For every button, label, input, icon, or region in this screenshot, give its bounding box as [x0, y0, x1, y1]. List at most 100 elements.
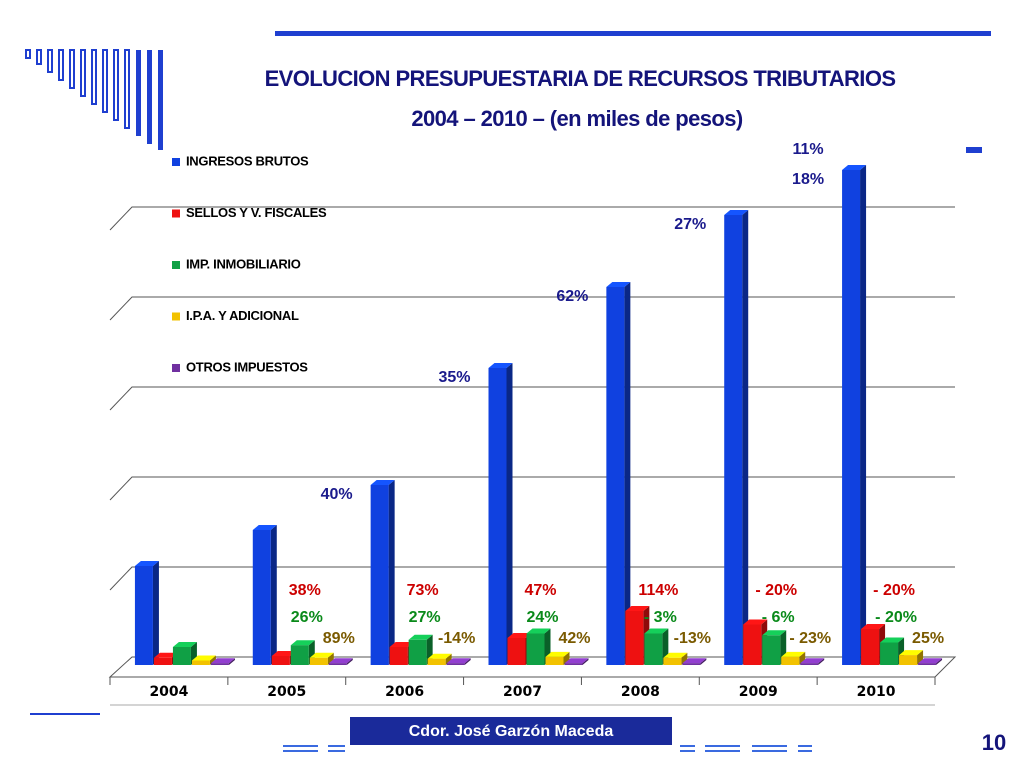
- bar-top: [446, 658, 471, 664]
- bar-side: [624, 282, 631, 665]
- legend-swatch: [172, 312, 180, 321]
- legend-label: SELLOS Y V. FISCALES: [186, 205, 327, 220]
- bar: [252, 530, 271, 665]
- bar: [172, 647, 191, 665]
- bar-top: [389, 642, 414, 647]
- legend-label: IMP. INMOBILIARIO: [186, 256, 301, 271]
- growth-label: 18%: [792, 171, 824, 188]
- growth-label: - 3%: [644, 609, 677, 626]
- bar: [408, 639, 427, 665]
- legend-swatch: [172, 261, 180, 269]
- bar: [918, 663, 937, 665]
- bar: [389, 647, 408, 665]
- bar-side: [445, 653, 452, 665]
- bar-top: [880, 637, 905, 643]
- bar-top: [507, 633, 532, 638]
- bar-top: [724, 210, 749, 215]
- bar-top: [271, 651, 296, 656]
- growth-label: 42%: [558, 630, 590, 647]
- x-tick-label: 2005: [267, 684, 306, 700]
- bar-side: [209, 655, 216, 665]
- growth-label: - 20%: [875, 609, 917, 626]
- bar-top: [526, 628, 551, 634]
- bar-top: [644, 628, 669, 634]
- legend-label: INGRESOS BRUTOS: [186, 153, 309, 168]
- bar: [842, 170, 861, 665]
- growth-label: - 23%: [789, 630, 831, 647]
- growth-label: 11%: [793, 141, 824, 158]
- growth-label: 25%: [912, 630, 944, 647]
- bar-side: [506, 363, 513, 665]
- bar-top: [861, 624, 886, 629]
- legend-swatch: [172, 209, 180, 218]
- growth-label: -13%: [674, 630, 711, 647]
- bar: [210, 663, 229, 665]
- bar-side: [582, 658, 589, 665]
- x-tick-label: 2007: [503, 684, 542, 700]
- bar-top: [545, 651, 570, 657]
- growth-label: 62%: [556, 288, 588, 305]
- bar-side: [799, 651, 806, 665]
- bar: [682, 663, 701, 665]
- bar: [134, 566, 153, 665]
- bar-top: [290, 640, 315, 646]
- growth-label: 26%: [291, 609, 323, 626]
- bar: [526, 633, 545, 665]
- bar: [507, 638, 526, 665]
- decoration: [25, 31, 991, 752]
- bar: [427, 658, 446, 665]
- bar-side: [327, 652, 334, 665]
- growth-label: - 6%: [762, 609, 795, 626]
- grid-line: [109, 566, 955, 591]
- bar: [762, 635, 781, 665]
- bar-side: [152, 561, 159, 665]
- bar-top: [153, 652, 178, 658]
- bar-top: [210, 658, 235, 664]
- bar-top: [427, 653, 452, 659]
- bar: [606, 287, 625, 665]
- x-tick-label: 2004: [149, 684, 188, 700]
- grid-line: [109, 386, 955, 411]
- x-tick-label: 2006: [385, 684, 424, 700]
- grid-line: [109, 206, 955, 231]
- growth-label: 24%: [526, 609, 558, 626]
- growth-label: 40%: [321, 486, 353, 503]
- growth-label: - 20%: [873, 582, 915, 599]
- bar-side: [388, 480, 395, 665]
- bar-top: [172, 642, 197, 647]
- bar-top: [663, 652, 688, 658]
- growth-label: - 20%: [755, 582, 797, 599]
- growth-label: 47%: [524, 582, 556, 599]
- bar-top: [370, 480, 395, 485]
- bar: [370, 485, 389, 665]
- growth-label: -14%: [438, 630, 475, 647]
- bar: [309, 657, 328, 665]
- bar-top: [781, 651, 806, 657]
- bar: [800, 663, 819, 665]
- bar-top: [328, 658, 353, 664]
- bar: [328, 663, 347, 665]
- bar-top: [309, 652, 334, 658]
- bar-side: [681, 652, 688, 665]
- bar-top: [899, 650, 924, 656]
- bar-side: [818, 658, 825, 665]
- bar: [644, 633, 663, 665]
- bar: [153, 657, 172, 665]
- bar-top: [743, 619, 768, 625]
- bar-side: [563, 651, 570, 665]
- bar: [446, 663, 465, 665]
- bar-top: [842, 165, 867, 170]
- x-tick-label: 2009: [739, 684, 778, 700]
- bar-side: [917, 650, 924, 665]
- bar-top: [918, 658, 943, 664]
- x-tick-label: 2010: [857, 684, 896, 700]
- bar: [861, 629, 880, 665]
- legend-swatch: [172, 364, 180, 372]
- bar-side: [742, 210, 749, 665]
- bar-top: [252, 525, 277, 530]
- bar: [564, 663, 583, 665]
- bar: [724, 215, 743, 665]
- bar: [781, 656, 800, 665]
- grid-line: [109, 296, 955, 321]
